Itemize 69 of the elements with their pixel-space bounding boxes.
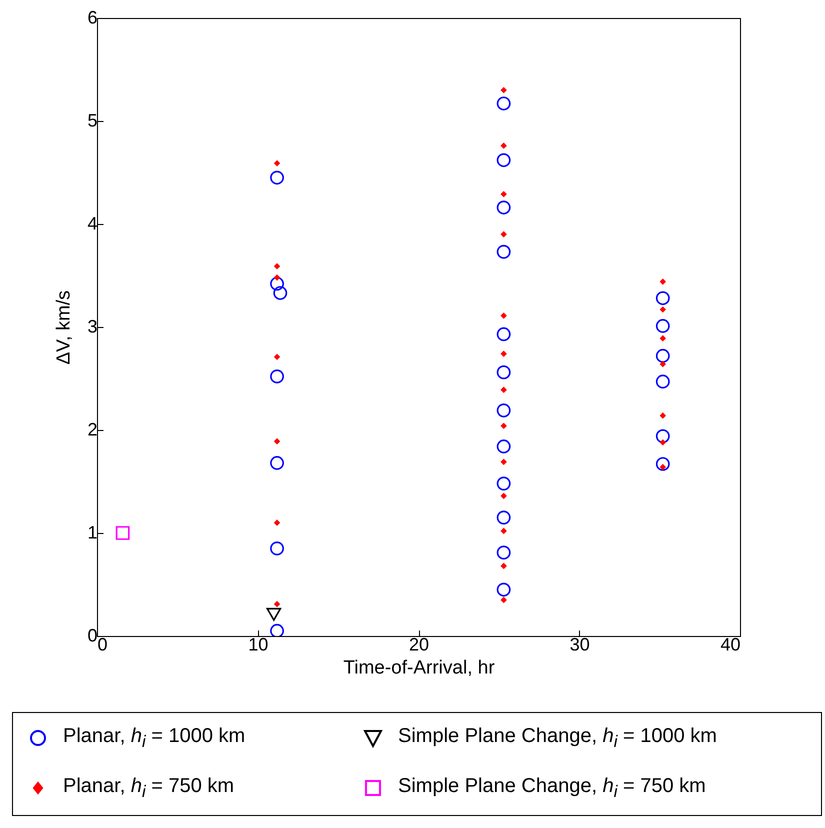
point [660, 278, 666, 285]
point [500, 458, 507, 466]
point [496, 440, 511, 454]
y-tick-label: 6 [87, 8, 98, 28]
legend-label: Planar, h$_{i}$ = 750 km [63, 774, 234, 802]
point [496, 327, 511, 342]
point [500, 492, 507, 500]
point [500, 142, 507, 149]
point [660, 335, 666, 342]
point [274, 520, 280, 526]
point [116, 526, 130, 540]
point [496, 200, 511, 214]
x-tick-label: 20 [408, 634, 430, 654]
x-tick-label: 10 [248, 634, 268, 654]
x-axis-title: Time-of-Arrival, hr [343, 658, 496, 678]
point [496, 153, 511, 168]
point [656, 291, 670, 306]
point [656, 374, 670, 388]
point [270, 276, 284, 291]
x-tick-label: 30 [570, 634, 590, 654]
point [500, 86, 507, 94]
legend-label: Planar, h$_{i}$ = 1000 km [63, 724, 246, 752]
point [500, 596, 507, 604]
legend-label: Simple Plane Change, h$_{i}$ = 1000 km [398, 724, 717, 752]
point [656, 429, 670, 444]
y-tick-label: 4 [87, 214, 98, 234]
point [500, 231, 507, 238]
y-tick-label: 1 [87, 522, 98, 542]
point [656, 348, 670, 363]
point [656, 319, 670, 333]
point [274, 263, 280, 270]
point [496, 546, 511, 560]
point [274, 354, 280, 360]
point [270, 370, 284, 384]
point [500, 386, 507, 393]
y-tick-label: 5 [87, 110, 98, 130]
point [500, 190, 507, 198]
point [274, 160, 280, 166]
point [270, 624, 284, 636]
point [270, 456, 284, 470]
point [496, 404, 511, 418]
point [274, 274, 280, 281]
point [496, 96, 511, 110]
y-tick-label: 3 [87, 316, 98, 336]
point [496, 582, 511, 597]
legend-label: Simple Plane Change, h$_{i}$ = 750 km [398, 774, 706, 802]
point [274, 438, 280, 444]
point [500, 528, 507, 534]
point [660, 412, 666, 419]
point [496, 476, 511, 490]
y-axis-title: ΔV, km/s [53, 290, 74, 365]
point [274, 600, 280, 608]
point [496, 244, 511, 259]
point [273, 286, 288, 300]
point [500, 350, 507, 357]
point [500, 562, 507, 570]
point [500, 422, 507, 430]
point [660, 306, 666, 313]
point [656, 457, 670, 471]
point [496, 510, 511, 524]
x-tick-label: 40 [720, 634, 740, 654]
point [270, 170, 284, 185]
point [660, 439, 666, 446]
point [266, 608, 282, 621]
point [496, 365, 511, 380]
point [270, 542, 284, 556]
point [660, 360, 666, 368]
point [500, 312, 507, 319]
y-tick-label: 2 [87, 420, 98, 440]
